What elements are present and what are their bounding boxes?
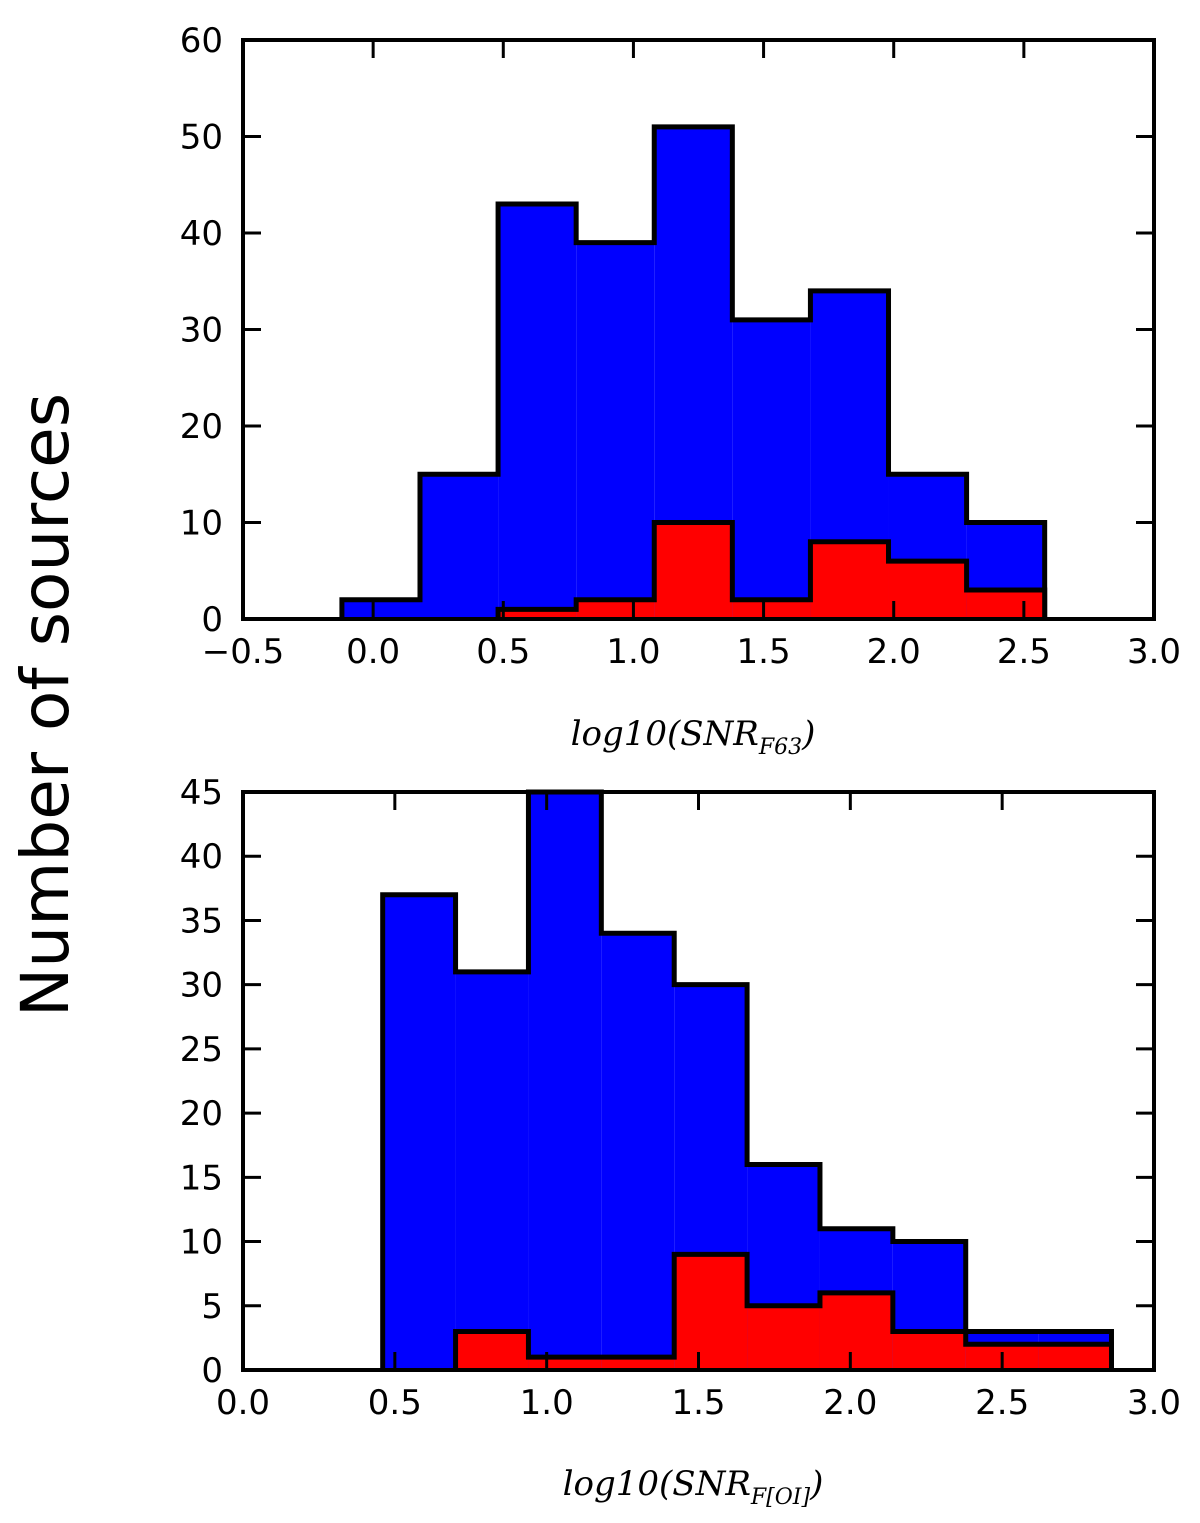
bottom-red-bar-4 [747,1305,820,1370]
bottom-x-tick-label: 2.5 [975,1383,1029,1423]
bottom-y-tick-label: 5 [201,1287,223,1327]
top-blue-bar-3 [576,242,655,619]
bottom-x-tick-label: 0.0 [216,1383,270,1423]
bottom-blue-histogram-outline [380,789,1114,1370]
top-blue-bar-1 [419,474,499,619]
top-red-histogram-outline [495,520,1048,619]
bottom-red-bar-3 [674,1254,748,1370]
top-red-bar-1 [576,599,655,619]
top-y-tick-label: 40 [180,214,223,254]
bottom-blue-bar-2 [528,792,602,1370]
bottom-x-tick-label: 1.5 [671,1383,725,1423]
top-red-bar-2 [654,522,733,619]
bottom-y-tick-label: 25 [180,1030,223,1070]
top-blue-histogram-outline [339,124,1048,619]
top-blue-bar-2 [498,204,577,620]
bottom-y-tick-label: 15 [180,1158,223,1198]
top-histogram-bars [339,124,1048,620]
top-x-tick-label: −0.5 [202,632,285,672]
top-x-axis-label: log10(SNRF63) [571,714,816,760]
top-y-tick-label: 30 [180,311,223,351]
bottom-red-bar-6 [892,1331,966,1370]
top-x-tick-label: 1.5 [737,632,791,672]
bottom-red-histogram-outline [453,1251,1114,1370]
bottom-red-bar-0 [455,1331,529,1370]
top-x-tick-label: 0.5 [476,632,530,672]
bottom-red-bar-8 [1038,1344,1112,1370]
bottom-blue-bar-0 [382,894,456,1370]
bottom-blue-bar-1 [455,971,529,1370]
bottom-axis-ticks: 0.0 0.5 1.0 1.5 2.0 2.5 3.0 0 5 10 15 20 25 30 35 40 45 [180,773,1181,1423]
top-blue-bar-5 [732,319,811,619]
top-y-tick-label: 0 [201,600,223,640]
bottom-axes-frame [241,790,1156,1372]
top-x-tick-label: 1.0 [606,632,660,672]
bottom-red-bar-2 [601,1357,675,1370]
bottom-y-tick-label: 40 [180,837,223,877]
top-histogram-panel: −0.5 0.0 0.5 1.0 1.5 2.0 2.5 3.0 0 10 20 30 40 50 60 l… [180,21,1181,760]
bottom-histogram-panel: 0.0 0.5 1.0 1.5 2.0 2.5 3.0051015202530354045 … [180,773,1181,1510]
y-axis-label: Number of sources [7,393,84,1017]
bottom-x-tick-label: 1.0 [520,1383,574,1423]
bottom-y-tick-label: 35 [180,901,223,941]
bottom-x-tick-label: 0.5 [368,1383,422,1423]
bottom-x-axis-label: log10(SNRF[OI]) [563,1464,824,1510]
top-red-bar-0 [498,609,577,619]
top-x-tick-label: 3.0 [1127,632,1181,672]
top-red-bar-3 [732,599,811,619]
top-y-tick-label: 20 [180,407,223,447]
top-red-bar-6 [966,590,1045,619]
top-x-tick-label: 0.0 [346,632,400,672]
bottom-histogram-bars [380,789,1114,1370]
bottom-red-bar-5 [819,1292,893,1370]
top-red-bar-5 [888,561,967,619]
bottom-y-tick-label: 10 [180,1223,223,1263]
top-axis-ticks: −0.5 0.0 0.5 1.0 1.5 2.0 2.5 3.0 0 10 20 30 40 50 60 [180,21,1181,672]
top-y-tick-label: 50 [180,118,223,158]
bottom-y-tick-label: 45 [180,773,223,813]
bottom-blue-bar-3 [601,933,675,1370]
bottom-x-tick-label: 2.0 [823,1383,877,1423]
top-x-tick-label: 2.5 [997,632,1051,672]
bottom-y-tick-label: 30 [180,966,223,1006]
bottom-x-tick-label: 3.0 [1127,1383,1181,1423]
top-y-tick-label: 60 [180,21,223,61]
top-axes-frame [241,38,1156,621]
top-blue-bar-0 [341,599,420,619]
top-red-bar-4 [810,541,889,619]
top-x-tick-label: 2.0 [867,632,921,672]
bottom-y-tick-label: 20 [180,1094,223,1134]
bottom-y-tick-label: 0 [201,1351,223,1391]
top-y-tick-label: 10 [180,504,223,544]
